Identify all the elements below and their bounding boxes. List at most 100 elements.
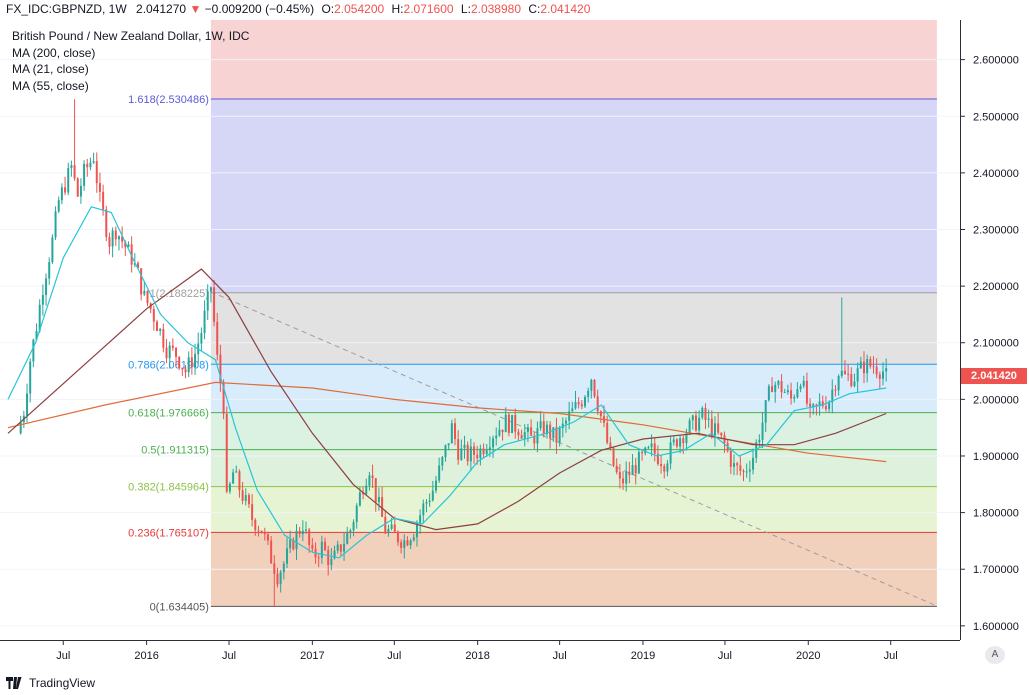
candle-body [824,406,827,410]
candle-body [495,435,498,439]
candle-body [143,290,146,295]
candle-body [612,447,615,466]
candle-body [862,361,865,374]
candle-body [707,418,710,420]
candle-body [190,357,193,368]
price-tick-label: 1.800000 [973,508,1019,520]
candle-body [878,374,881,379]
candle-body [244,495,247,501]
candle-body [428,500,431,502]
candle-body [330,558,333,566]
candle-body [422,503,425,516]
candle-body [320,541,323,558]
candle-body [98,183,101,192]
legend-ma200[interactable]: MA (200, close) [12,45,96,60]
candle-body [257,530,260,532]
chart-pane[interactable]: 1.618(2.530486) 1(2.188225) 0.786(2.061908… [0,20,960,640]
candle-body [596,396,599,412]
candle-body [108,237,111,247]
candle-body [362,492,365,495]
candle-body [571,408,574,412]
fib-zone-0.382 [210,486,937,533]
legend-ma55[interactable]: MA (55, close) [12,78,89,93]
candle-body [736,463,739,466]
candle-body [837,376,840,391]
candle-body [523,432,526,439]
symbol-title[interactable]: FX_IDC:GBPNZD, 1W [6,2,127,16]
fib-label-1: 1(2.188225) [150,288,209,300]
candle-body [885,368,888,372]
candle-body [343,543,346,552]
candle-body [729,450,732,467]
candle-body [653,443,656,454]
candle-body [679,438,682,447]
candle-body [270,540,273,564]
candle-body [32,339,35,362]
chart-legend: British Pound / New Zealand Dollar, 1W, … [12,28,249,94]
candle-body [682,438,685,444]
candle-body [409,540,412,546]
candle-body [105,209,108,238]
candle-body [140,268,143,295]
candle-body [133,263,136,265]
candle-body [479,448,482,459]
candle-body [783,392,786,394]
close-value: 2.041420 [540,2,591,16]
candle-body [124,241,127,248]
candle-body [609,442,612,448]
candle-body [618,472,621,479]
candle-body [650,443,653,448]
tradingview-footer[interactable]: TradingView [6,676,95,690]
time-axis[interactable]: Jul 2016 Jul 2017 Jul 2018 Jul 2019 Jul 2020 Jul [0,640,960,671]
fib-zone-1.618 [210,98,937,293]
candle-body [111,230,114,247]
candle-body [520,435,523,439]
candle-body [235,471,238,473]
candle-body [815,404,818,406]
candle-body [86,163,89,168]
candle-body [121,236,124,242]
candle-body [488,447,491,450]
legend-title[interactable]: British Pound / New Zealand Dollar, 1W, … [12,29,250,43]
candle-body [339,544,342,552]
fib-label-0.5: 0.5(1.911315) [141,445,209,457]
legend-ma21[interactable]: MA (21, close) [12,62,89,76]
price-tick-label: 2.100000 [973,338,1019,350]
time-tick-label: Jul [56,650,70,662]
candle-body [818,401,821,406]
candle-body [381,497,384,517]
candle-body [469,446,472,462]
price-tick-label: 2.500000 [973,111,1019,123]
candle-body [748,469,751,472]
candle-body [539,421,542,429]
candle-body [127,244,130,248]
price-axis[interactable]: 1.600000 1.700000 1.800000 1.900000 2.000000… [960,20,1029,640]
candle-body [660,464,663,467]
price-tick-label: 2.600000 [973,55,1019,67]
fib-label-0: 0(1.634405) [150,601,209,613]
candle-body [327,550,330,566]
candle-body [400,542,403,548]
candle-body [866,358,869,374]
ma55-line [7,268,887,531]
candle-body [130,244,133,265]
auto-scale-button[interactable]: A [985,646,1005,664]
candle-body [289,539,292,549]
candle-body [333,550,336,559]
candle-body [251,504,254,520]
time-tick-label: 2016 [134,650,158,662]
candle-body [38,304,41,332]
candle-body [73,165,76,179]
candle-body [802,380,805,387]
candle-body [583,396,586,407]
price-tick-label: 2.400000 [973,168,1019,180]
candle-body [647,447,650,449]
candle-body [238,471,241,491]
change-value: −0.009200 (−0.45%) [204,2,315,16]
price-chart[interactable]: 1.618(2.530486) 1(2.188225) 0.786(2.061908… [0,20,960,640]
candle-body [83,163,86,186]
candle-body [447,443,450,446]
candle-body [720,432,723,436]
candle-body [114,230,117,240]
candle-body [371,475,374,479]
